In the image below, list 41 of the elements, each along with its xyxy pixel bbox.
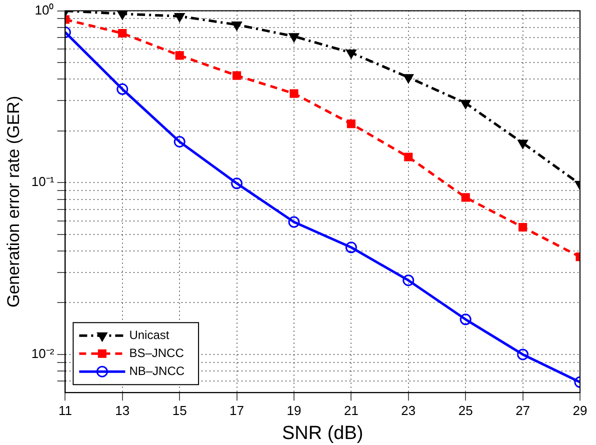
x-tick-label: 27 xyxy=(516,402,530,418)
legend-label: NB–JNCC xyxy=(129,364,185,378)
point xyxy=(403,74,414,84)
point xyxy=(175,51,184,60)
point xyxy=(345,242,357,254)
x-tick-label: 21 xyxy=(344,402,358,418)
point xyxy=(460,314,472,326)
x-tick-label: 13 xyxy=(115,402,130,418)
point xyxy=(232,71,242,80)
point xyxy=(232,21,242,30)
x-tick-label: 15 xyxy=(172,402,187,418)
y-tick-label: 10⁰ xyxy=(34,2,54,18)
point xyxy=(517,348,529,360)
y-tick-label: 10⁻² xyxy=(31,346,55,362)
point xyxy=(174,12,185,22)
point xyxy=(118,28,127,38)
point xyxy=(290,89,298,98)
y-tick-label: 10⁻¹ xyxy=(31,174,55,190)
x-axis-title: SNR (dB) xyxy=(282,422,364,444)
point xyxy=(288,33,300,42)
point xyxy=(402,274,414,286)
point xyxy=(231,178,243,190)
x-tick-label: 29 xyxy=(572,402,588,418)
point xyxy=(518,140,528,149)
point xyxy=(288,216,300,228)
point xyxy=(460,100,471,109)
point xyxy=(346,120,356,128)
point xyxy=(346,50,356,58)
point xyxy=(174,136,186,148)
point xyxy=(404,152,413,162)
legend-label: BS–JNCC xyxy=(129,346,184,360)
point xyxy=(518,222,528,232)
x-tick-label: 23 xyxy=(401,402,416,418)
point xyxy=(116,83,128,95)
y-axis-title: Generation error rate (GER) xyxy=(4,96,23,308)
x-tick-label: 11 xyxy=(58,402,72,418)
x-tick-label: 25 xyxy=(458,402,473,418)
x-tick-label: 19 xyxy=(286,402,302,418)
x-tick-label: 17 xyxy=(230,402,244,418)
legend-label: Unicast xyxy=(129,328,170,342)
point xyxy=(461,193,470,202)
